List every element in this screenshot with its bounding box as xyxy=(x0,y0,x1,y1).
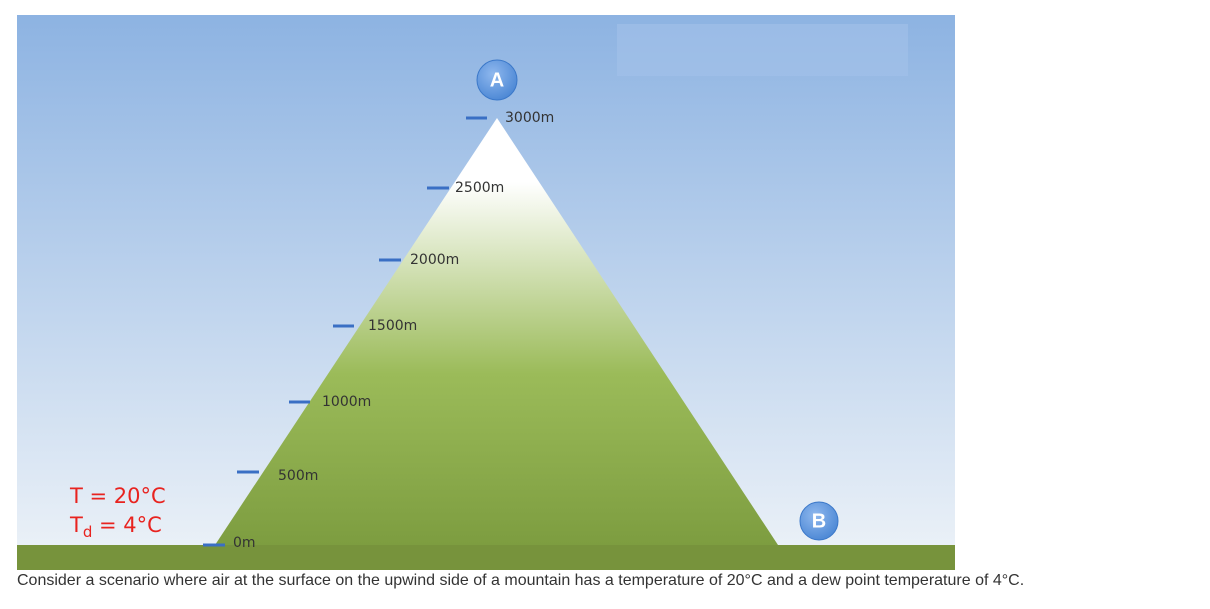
elevation-label: 1500m xyxy=(368,318,417,334)
elevation-label: 0m xyxy=(233,535,256,551)
elevation-label: 2500m xyxy=(455,180,504,196)
point-label: B xyxy=(812,510,826,532)
dewpoint-value: = 4°C xyxy=(92,513,161,537)
elevation-label: 500m xyxy=(278,468,318,484)
elevation-label: 1000m xyxy=(322,394,371,410)
mountain xyxy=(215,118,778,545)
diagram: 3000m 2500m 2000m 1500m 1000m 500m 0m A … xyxy=(17,15,955,570)
point-marker xyxy=(476,59,518,101)
caption: Consider a scenario where air at the sur… xyxy=(17,572,1025,589)
surface-dewpoint: Td = 4°C xyxy=(69,513,162,541)
elevation-label: 2000m xyxy=(410,252,459,268)
point-label: A xyxy=(490,69,504,91)
dewpoint-subscript: d xyxy=(83,523,93,541)
ground xyxy=(17,545,955,570)
surface-temperature: T = 20°C xyxy=(69,484,166,508)
faded-box xyxy=(617,24,908,76)
dewpoint-symbol: T xyxy=(69,513,83,537)
elevation-label: 3000m xyxy=(505,110,554,126)
point-marker xyxy=(799,501,839,541)
